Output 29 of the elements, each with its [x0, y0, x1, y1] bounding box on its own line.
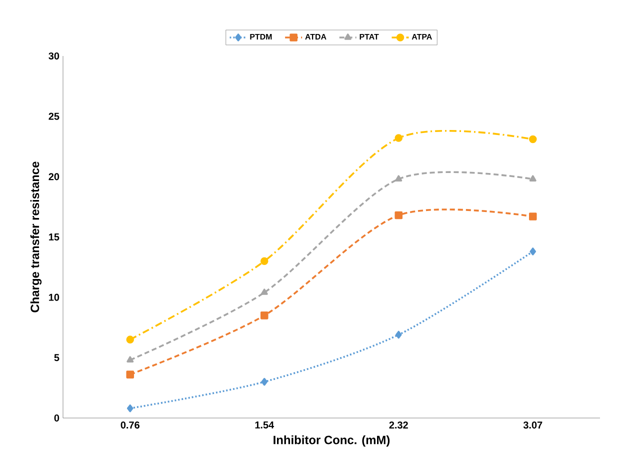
point	[260, 312, 268, 320]
point	[395, 330, 402, 339]
point	[528, 212, 537, 220]
point	[126, 336, 134, 344]
point	[126, 404, 134, 412]
x-tick-label: 1.54	[255, 422, 274, 428]
point	[528, 135, 537, 144]
x-tick-label: 0.76	[120, 422, 140, 429]
y-tick-label: 0	[54, 414, 60, 422]
x-tick-label: 3.07	[523, 422, 542, 429]
y-axis-title: Charge transfer resistance	[30, 162, 42, 312]
point	[530, 248, 536, 256]
point	[261, 378, 268, 386]
y-tick-label: 25	[48, 112, 60, 120]
y-tick-label: 15	[49, 234, 60, 240]
point	[260, 257, 268, 266]
point	[126, 356, 134, 362]
point	[394, 211, 403, 220]
y-tick-label: 5	[54, 354, 60, 362]
point	[260, 288, 268, 295]
x-tick-label: 2.32	[389, 422, 408, 429]
y-tick-label: 20	[48, 173, 60, 180]
y-tick-label: 30	[48, 52, 60, 60]
x-axis-title: Inhibitor Conc. (mM)	[274, 435, 390, 447]
point	[126, 370, 134, 378]
point	[395, 175, 402, 182]
point	[394, 134, 403, 142]
y-tick-label: 10	[49, 294, 60, 301]
point	[529, 175, 536, 182]
